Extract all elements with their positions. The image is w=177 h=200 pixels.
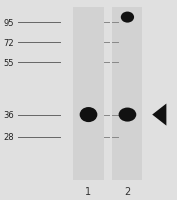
Text: 95: 95 — [4, 19, 14, 27]
Text: 2: 2 — [124, 186, 131, 196]
Bar — [112, 8, 142, 180]
Polygon shape — [152, 104, 166, 126]
Text: 55: 55 — [4, 59, 14, 67]
Ellipse shape — [80, 108, 97, 122]
Ellipse shape — [121, 12, 134, 24]
Text: 36: 36 — [3, 111, 14, 119]
Text: 1: 1 — [85, 186, 92, 196]
Ellipse shape — [119, 108, 136, 122]
Bar — [73, 8, 104, 180]
Text: 28: 28 — [4, 133, 14, 141]
Text: 72: 72 — [4, 39, 14, 47]
